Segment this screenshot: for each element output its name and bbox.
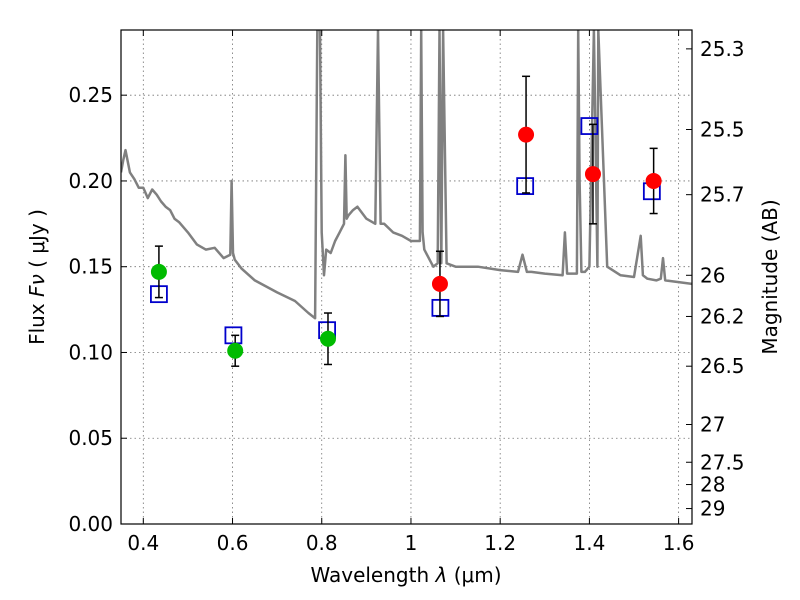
x-tick-label: 0.8	[306, 531, 338, 555]
y-tick-label: 0.10	[68, 340, 113, 364]
x-tick-label: 0.4	[127, 531, 159, 555]
y-tick-label: 0.05	[68, 426, 113, 450]
red-observed-point	[584, 166, 601, 183]
y2-tick-label: 29	[700, 497, 725, 521]
y-tick-label: 0.00	[68, 512, 113, 536]
green-observed-point	[319, 330, 336, 347]
y-axis-label: Flux Fν ( μJy )	[25, 209, 49, 345]
y2-tick-label: 26.2	[700, 304, 745, 328]
y2-tick-label: 25.3	[700, 37, 745, 61]
template-layer	[121, 30, 692, 320]
y2-tick-label: 28	[700, 473, 725, 497]
x-tick-label: 0.6	[217, 531, 249, 555]
x-tick-label: 1.6	[663, 531, 695, 555]
green-observed-point	[227, 342, 244, 359]
sed-template-line	[121, 30, 692, 320]
tick-layer: 0.4 0.6 0.8 1 1.2 1.4 1.6 0.00 0.05 0.10 0.15 0.20 0…	[68, 30, 745, 555]
model-square	[516, 177, 535, 195]
y-tick-label: 0.25	[68, 83, 113, 107]
y2-tick-label: 27.5	[700, 450, 745, 474]
y2-tick-label: 26.5	[700, 354, 745, 378]
y-tick-label: 0.20	[68, 169, 113, 193]
x-axis-label: Wavelength λ (μm)	[310, 563, 501, 587]
y2-tick-label: 25.7	[700, 183, 745, 207]
red-observed-point	[518, 126, 535, 143]
red-observed-point	[645, 172, 662, 189]
y2-tick-label: 26	[700, 263, 725, 287]
red-observed-point	[431, 275, 448, 292]
model-square	[580, 117, 599, 135]
y2-tick-label: 25.5	[700, 117, 745, 141]
green-observed-point	[150, 263, 167, 280]
x-tick-label: 1	[405, 531, 418, 555]
marker-layer	[150, 75, 662, 367]
plot-frame	[120, 29, 693, 525]
y2-axis-label: Magnitude (AB)	[758, 199, 782, 354]
x-tick-label: 1.2	[484, 531, 516, 555]
y2-tick-label: 27	[700, 413, 725, 437]
x-tick-label: 1.4	[573, 531, 605, 555]
plot-area	[121, 30, 692, 524]
y-tick-label: 0.15	[68, 255, 113, 279]
